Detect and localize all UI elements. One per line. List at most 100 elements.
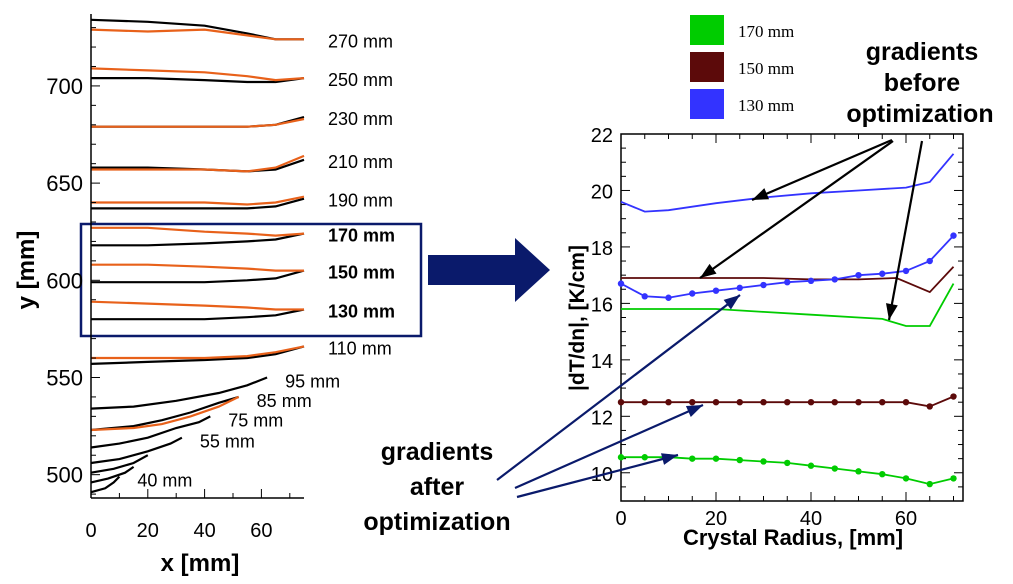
series-point [641, 293, 648, 300]
series-point [689, 455, 696, 462]
interface-label: 75 mm [228, 410, 283, 430]
annotation-arrow-line [516, 453, 679, 499]
right-y-tick-label: 18 [591, 238, 613, 260]
right-axes: 101214161820220204060 [591, 125, 963, 530]
interface-label: 150 mm [328, 263, 395, 283]
legend-swatch [690, 52, 724, 82]
right-y-tick-label: 14 [591, 351, 613, 373]
legend-swatch [690, 89, 724, 119]
interface-shapes-plot: 270 mm 250 mm 230 mm 210 mm 190 mm 170 mm 150 … [13, 14, 423, 577]
legend-label: 130 mm [738, 96, 794, 115]
series-point [879, 470, 886, 478]
interface-curve-black [90, 465, 135, 484]
annotation-arrow-head [886, 303, 898, 320]
interface-curve-orange [90, 28, 304, 41]
right-x-tick-label: 0 [615, 508, 626, 530]
series-point [926, 403, 933, 410]
annotation-arrow-head [723, 295, 740, 310]
interface-curve-orange [90, 67, 305, 82]
series-point [617, 280, 625, 287]
interface-curve-black [90, 475, 121, 494]
series-point [831, 398, 838, 406]
interface-label: 250 mm [328, 70, 393, 90]
left-y-tick-label: 550 [46, 365, 83, 390]
interface-curve-orange [91, 263, 304, 272]
annotation-arrow-head [661, 453, 678, 465]
annotation-after-line-3: optimization [363, 508, 510, 536]
interface-label: 110 mm [328, 338, 392, 358]
interface-label: 40 mm [137, 471, 192, 491]
left-axes: 500 550 600 650 700 0 20 40 60 [46, 14, 304, 542]
gradient-series [617, 153, 957, 488]
annotation-arrow-line [514, 403, 704, 490]
annotation-arrow-line [887, 140, 924, 321]
interface-label: 130 mm [328, 301, 395, 321]
interface-curve-black [91, 269, 305, 284]
left-x-tick-label: 40 [193, 520, 215, 542]
legend: 170 mm 150 mm 130 mm [690, 15, 794, 119]
series-line-170-mm-before [621, 283, 955, 327]
series-point [736, 284, 743, 292]
legend-swatch [690, 15, 724, 45]
big-arrow [428, 238, 550, 302]
interface-label: 210 mm [328, 152, 393, 172]
annotation-arrow-line [699, 140, 894, 279]
interface-curve-orange [90, 395, 240, 432]
series-point [712, 398, 720, 406]
series-point [736, 398, 743, 406]
legend-label: 170 mm [738, 22, 794, 41]
series-point [760, 398, 767, 406]
legend-label: 150 mm [738, 59, 794, 78]
series-point [879, 270, 886, 277]
interface-curve-black [91, 76, 305, 84]
series-point [665, 398, 672, 406]
interface-label: 170 mm [328, 226, 395, 246]
series-point [689, 290, 696, 297]
interface-curve-orange [91, 195, 305, 206]
interface-curve-black [91, 197, 305, 210]
interface-label: 95 mm [285, 371, 340, 391]
series-point [712, 455, 720, 462]
right-y-tick-label: 22 [591, 125, 613, 147]
annotation-before-line-1: gradients [866, 38, 979, 66]
interface-curve-black [90, 415, 211, 449]
series-point [950, 475, 957, 482]
series-point [807, 462, 815, 469]
series-point [902, 398, 910, 406]
left-x-tick-label: 20 [137, 520, 159, 542]
left-x-tick-label: 60 [250, 520, 272, 542]
series-point [641, 398, 648, 406]
series-point [784, 279, 791, 286]
left-x-tick-label: 0 [85, 520, 96, 542]
series-point [689, 398, 696, 406]
right-x-tick-label: 60 [895, 508, 917, 530]
annotation-arrow-line [751, 138, 893, 202]
interface-curve-black [90, 454, 149, 474]
series-point [807, 398, 815, 406]
annotation-before: gradients before optimization [846, 38, 993, 128]
interface-label: 230 mm [328, 109, 393, 129]
interface-curve-black [90, 395, 240, 432]
interface-curve-black [91, 308, 305, 321]
right-x-tick-label: 40 [800, 508, 822, 530]
interface-curve-black [91, 232, 305, 247]
series-point [902, 267, 910, 275]
left-y-tick-label: 500 [46, 463, 83, 488]
right-x-tick-label: 20 [705, 508, 727, 530]
interface-curve-orange [91, 154, 305, 173]
interface-label: 55 mm [200, 432, 255, 452]
series-point [950, 393, 957, 400]
annotation-arrow-head [685, 405, 703, 417]
series-point [879, 398, 886, 406]
interface-label: 85 mm [257, 391, 312, 411]
interface-curve-orange [91, 117, 305, 128]
interface-curve-black [90, 345, 305, 365]
interface-labels: 270 mm 250 mm 230 mm 210 mm 190 mm 170 mm 150 … [137, 31, 395, 490]
right-y-tick-label: 12 [591, 407, 613, 429]
series-point [712, 287, 720, 294]
series-point [617, 398, 625, 406]
series-point [950, 232, 957, 239]
series-point [760, 281, 767, 289]
